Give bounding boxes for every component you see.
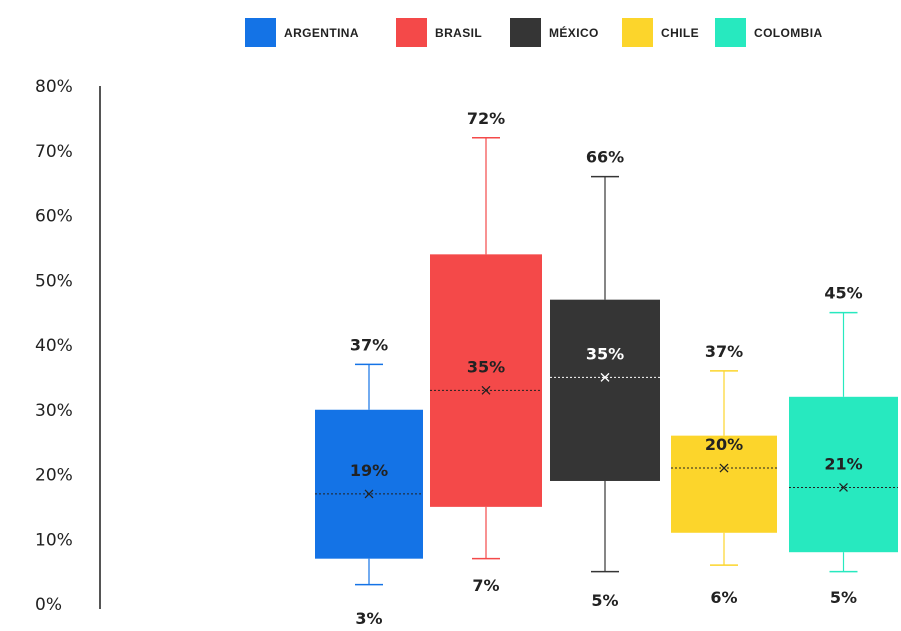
legend-swatch-colombia xyxy=(715,18,746,47)
box-chile: 37% 20% 6% xyxy=(671,342,777,607)
legend-label-chile: CHILE xyxy=(661,26,699,40)
iqr-box xyxy=(315,409,423,559)
legend-label-colombia: COLOMBIA xyxy=(754,26,823,40)
max-label: 72% xyxy=(467,109,505,128)
legend-label-mexico: MÉXICO xyxy=(549,25,599,40)
y-tick-label: 10% xyxy=(35,530,73,550)
max-label: 37% xyxy=(705,342,743,361)
max-label: 66% xyxy=(586,148,624,167)
plot-area: 37% 19% 3% 72% 35% 7% 66% 35% 5% 37% 20% 6% 45% 21% 5% xyxy=(315,109,898,628)
mean-marker xyxy=(364,489,374,499)
y-axis: 0% 10% 20% 30% 40% 50% 60% 70% 80% xyxy=(35,77,101,615)
y-tick-label: 70% xyxy=(35,142,73,162)
mean-label: 20% xyxy=(705,435,743,454)
y-tick-label: 20% xyxy=(35,466,73,486)
min-label: 5% xyxy=(830,588,857,607)
min-label: 7% xyxy=(472,576,499,595)
mean-label: 21% xyxy=(824,454,862,473)
max-label: 45% xyxy=(824,284,862,303)
mean-marker xyxy=(719,463,729,473)
y-tick-label: 30% xyxy=(35,401,73,421)
mean-label: 35% xyxy=(586,344,624,363)
legend-label-argentina: ARGENTINA xyxy=(284,26,359,40)
max-label: 37% xyxy=(350,335,388,354)
min-label: 3% xyxy=(355,609,382,628)
mean-marker xyxy=(839,482,848,492)
y-tick-label: 40% xyxy=(35,336,73,356)
min-label: 5% xyxy=(591,591,618,610)
mean-marker xyxy=(600,372,610,382)
iqr-box xyxy=(550,299,660,481)
box-argentina: 37% 19% 3% xyxy=(315,335,423,628)
legend-swatch-argentina xyxy=(245,18,276,47)
box-colombia: 45% 21% 5% xyxy=(789,284,898,607)
legend-swatch-mexico xyxy=(510,18,541,47)
mean-label: 19% xyxy=(350,461,388,480)
iqr-box xyxy=(789,396,898,553)
y-tick-label: 50% xyxy=(35,271,73,291)
y-tick-label: 0% xyxy=(35,595,62,615)
box-brasil: 72% 35% 7% xyxy=(430,109,542,595)
legend: ARGENTINA BRASIL MÉXICO CHILE COLOMBIA xyxy=(245,18,823,47)
mean-marker xyxy=(481,385,491,395)
mean-label: 35% xyxy=(467,357,505,376)
iqr-box xyxy=(430,254,542,507)
legend-label-brasil: BRASIL xyxy=(435,26,482,40)
y-tick-label: 60% xyxy=(35,207,73,227)
box-mexico: 66% 35% 5% xyxy=(550,148,660,610)
min-label: 6% xyxy=(710,588,737,607)
legend-swatch-brasil xyxy=(396,18,427,47)
legend-swatch-chile xyxy=(622,18,653,47)
iqr-box xyxy=(671,435,777,533)
y-tick-label: 80% xyxy=(35,77,73,97)
